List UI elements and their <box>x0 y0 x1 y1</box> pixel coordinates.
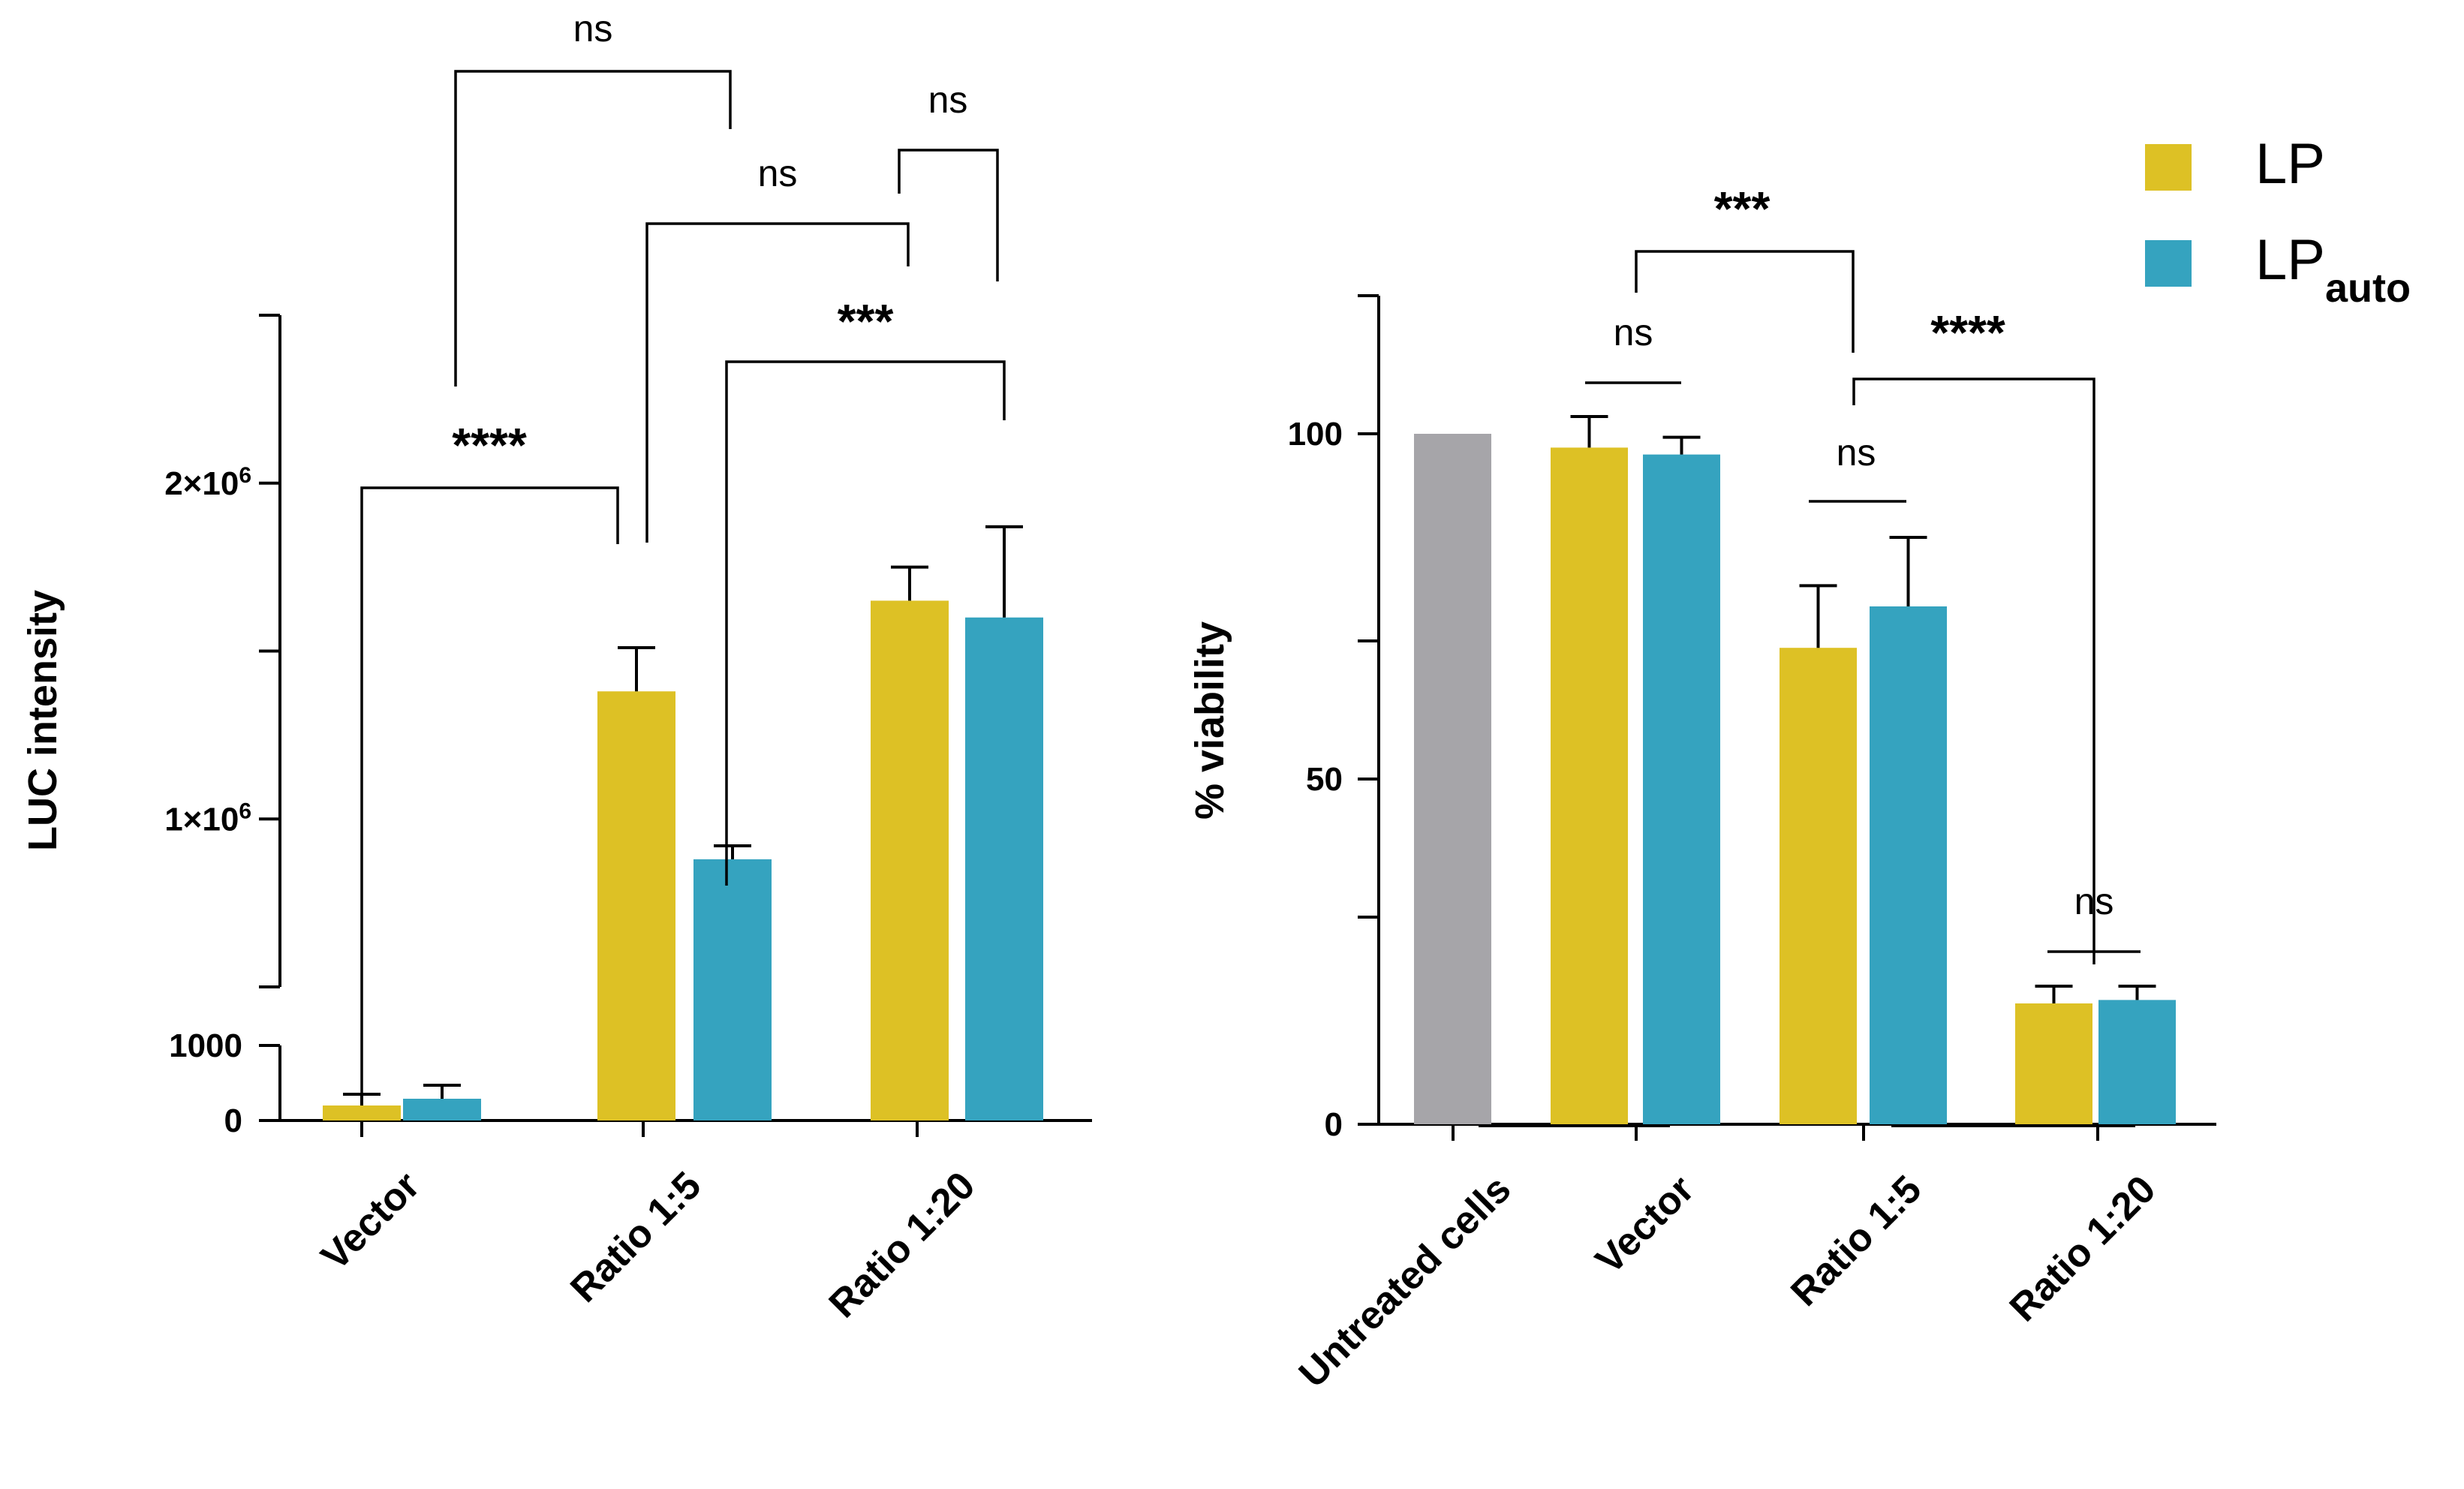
right-y-tick-label: 100 <box>1288 416 1343 453</box>
bar-lp-auto <box>965 617 1043 1121</box>
left-y-tick-label: 1000 <box>169 1027 242 1064</box>
significance-bracket <box>360 486 619 1103</box>
right-x-tick-label: Ratio 1:20 <box>2002 1167 2165 1330</box>
bar-lp <box>323 1105 401 1121</box>
left-x-tick-label: Vector <box>313 1163 428 1278</box>
right-x-tick-label: Vector <box>1587 1167 1702 1282</box>
significance-label: ns <box>1614 311 1653 353</box>
legend-label-lp: LP <box>2255 132 2325 196</box>
right-y-axis-title: % viability <box>1187 621 1232 820</box>
significance-label: **** <box>1930 305 2005 359</box>
left-y-tick-label: 2×106 <box>164 462 251 502</box>
left-y-tick-label: 1×106 <box>164 799 251 838</box>
significance-label: *** <box>1714 182 1771 236</box>
significance-bracket <box>454 70 732 387</box>
significance-bracket <box>725 360 1006 886</box>
left-x-tick-label: Ratio 1:20 <box>821 1163 984 1326</box>
significance-bracket <box>1635 250 1855 353</box>
right-x-tick-label: Ratio 1:5 <box>1783 1167 1930 1314</box>
significance-label: ns <box>758 152 798 194</box>
bar-lp-auto <box>693 859 772 1121</box>
left-y-axis-title: LUC intensity <box>20 590 65 851</box>
legend-label-lp-auto: LPauto <box>2255 228 2411 311</box>
bar-lp-auto <box>1870 606 1947 1124</box>
significance-bracket <box>645 222 910 543</box>
legend-swatch-lp <box>2145 144 2192 191</box>
bar-lp <box>597 691 675 1121</box>
bar-lp <box>1780 648 1857 1124</box>
significance-label: *** <box>838 294 894 348</box>
bar-lp <box>871 600 949 1121</box>
left-y-tick-label: 0 <box>224 1102 242 1139</box>
significance-bracket <box>898 149 999 281</box>
significance-label: ns <box>573 8 613 50</box>
significance-label: **** <box>452 418 527 472</box>
bar-lp <box>1551 447 1628 1124</box>
bar-lp-auto <box>1643 454 1720 1124</box>
left-x-tick-label: Ratio 1:5 <box>562 1163 709 1310</box>
significance-label: ns <box>928 79 968 121</box>
legend-swatch-lp-auto <box>2145 240 2192 287</box>
bar-lp-auto <box>2098 1000 2176 1124</box>
significance-bracket <box>1852 378 2095 964</box>
right-x-tick-label: Untreated cells <box>1291 1167 1520 1396</box>
right-y-tick-label: 0 <box>1325 1106 1343 1143</box>
significance-label: ns <box>2074 880 2114 922</box>
bar-lp-auto <box>403 1099 481 1121</box>
bar-untreated <box>1414 434 1491 1124</box>
significance-label: ns <box>1837 432 1876 474</box>
right-y-tick-label: 50 <box>1306 761 1343 798</box>
bar-lp <box>2015 1003 2092 1124</box>
